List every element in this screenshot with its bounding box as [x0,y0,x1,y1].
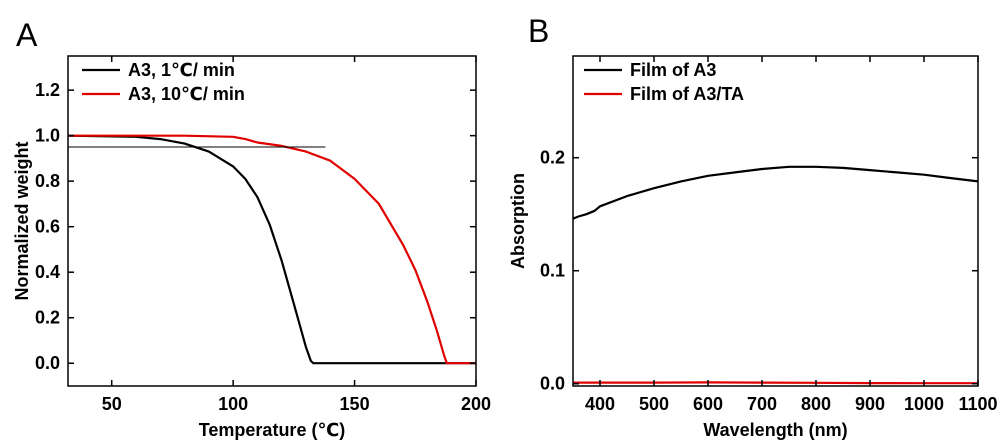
series-line [573,381,978,385]
x-tick-label: 1000 [904,394,944,414]
x-tick-label: 50 [102,394,122,414]
series-line [68,134,476,365]
legend-label: Film of A3 [630,60,716,80]
x-tick-label: 600 [693,394,723,414]
legend-label: A3, 1℃/ min [128,60,235,80]
y-tick-label: 0.4 [35,262,60,282]
series-line [68,134,476,365]
x-axis-label: Temperature (℃) [199,420,346,440]
x-tick-label: 100 [218,394,248,414]
x-tick-label: 800 [801,394,831,414]
y-tick-label: 0.8 [35,171,60,191]
y-tick-label: 0.0 [35,353,60,373]
x-tick-label: 1100 [958,394,997,414]
plot-frame [572,55,979,387]
y-tick-label: 1.0 [35,126,60,146]
y-tick-label: 1.2 [35,80,60,100]
panel-b: B 400 500 600 700 800 900 1000 1100 0.0 0.1 0.2 Wave… [508,13,998,440]
x-tick-label: 150 [340,394,370,414]
y-tick-label: 0.2 [540,148,565,168]
x-tick-label: 700 [747,394,777,414]
panel-label: B [528,13,549,49]
series-line [573,165,978,220]
plot-frame [67,55,477,387]
y-tick-label: 0.2 [35,308,60,328]
legend-label: A3, 10℃/ min [128,84,245,104]
y-tick-label: 0.6 [35,217,60,237]
x-tick-label: 200 [461,394,491,414]
y-tick-label: 0.0 [540,374,565,394]
panel-label: A [16,17,38,53]
x-tick-label: 400 [585,394,615,414]
legend-label: Film of A3/TA [630,84,744,104]
panel-a: A 50 100 150 200 0.0 0.2 0.4 0.6 0.8 1.0 1.2 Tempera… [12,17,491,440]
x-tick-label: 500 [639,394,669,414]
x-axis-label: Wavelength (nm) [703,420,847,440]
y-axis-label: Normalized weight [12,141,32,300]
x-tick-label: 900 [855,394,885,414]
y-tick-label: 0.1 [540,261,565,281]
y-axis-label: Absorption [508,173,528,269]
